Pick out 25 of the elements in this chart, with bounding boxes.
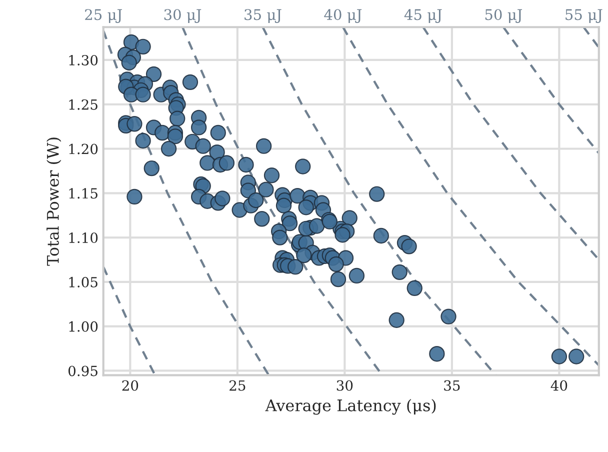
series-label: 45 μJ	[404, 9, 442, 23]
y-tick-label: 1.10	[69, 232, 98, 244]
x-tick-label: 25	[230, 380, 246, 391]
series-label: 25 μJ	[85, 9, 122, 23]
x-axis-title: Average Latency (μs)	[265, 399, 436, 415]
x-tick-label: 40	[550, 380, 568, 391]
x-tick-label: 35	[444, 380, 460, 391]
y-tick-label: 1.20	[69, 144, 98, 154]
x-tick-label: 30	[336, 380, 353, 391]
y-tick-label: 1.00	[69, 321, 98, 332]
series-label: 40 μJ	[324, 9, 362, 23]
y-tick-label: 1.25	[69, 99, 98, 110]
y-tick-label: 1.15	[69, 188, 98, 199]
y-axis-title: Total Power (W)	[46, 138, 62, 266]
y-tick-label: 0.95	[68, 366, 98, 376]
series-label: 30 μJ	[164, 9, 202, 23]
line-series	[342, 27, 599, 367]
y-tick-label: 1.05	[69, 276, 98, 288]
x-tick-label: 20	[122, 380, 138, 391]
series-label: 50 μJ	[485, 9, 522, 23]
series-label: 35 μJ	[244, 9, 282, 23]
line-series	[422, 27, 599, 261]
line-series	[103, 30, 270, 376]
y-tick-label: 1.30	[69, 54, 98, 66]
series-label: 55 μJ	[566, 9, 602, 23]
